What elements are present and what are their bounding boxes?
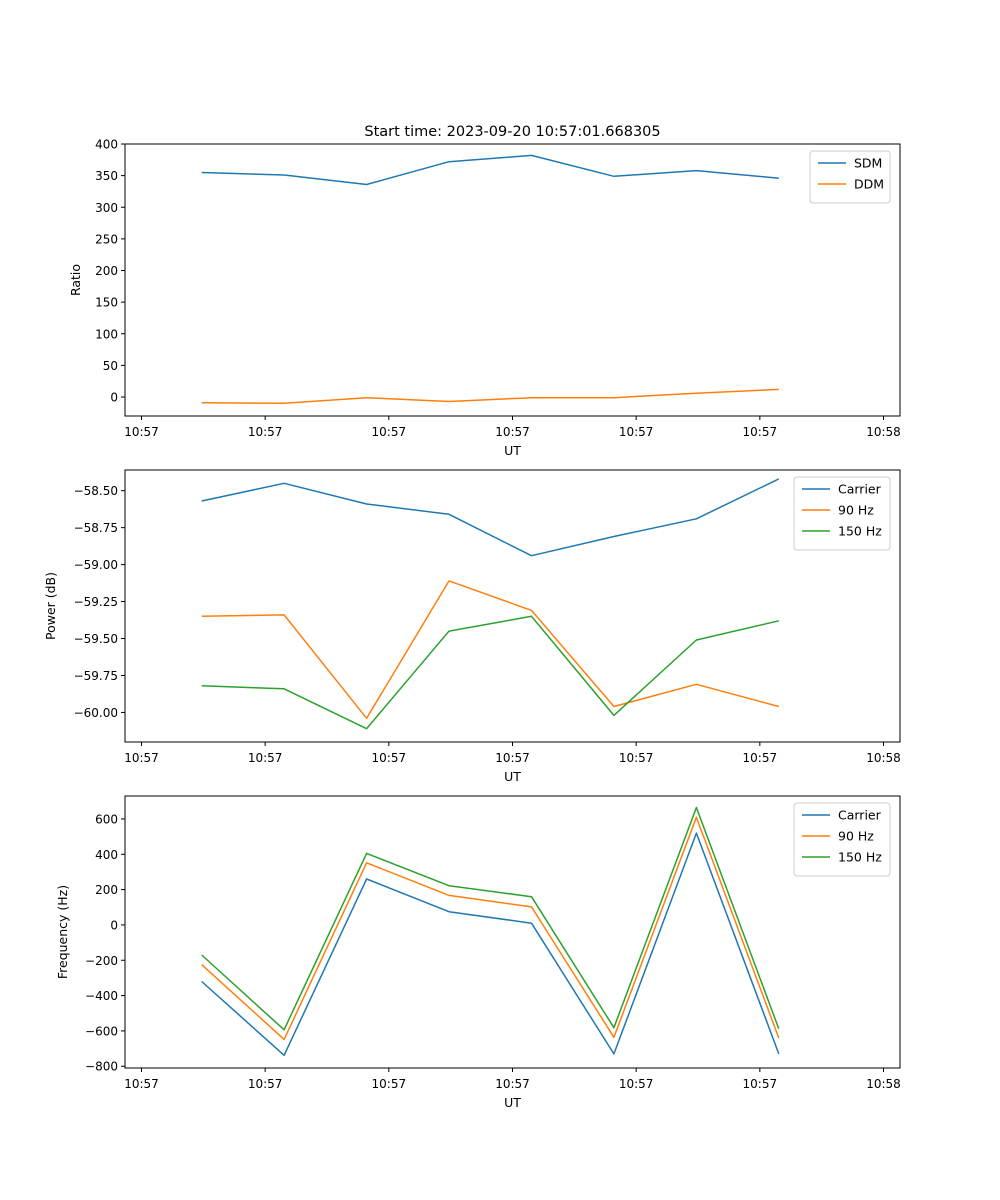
plot-frame (124, 143, 901, 417)
y-tick-label: −58.50 (74, 484, 118, 498)
x-tick-label: 10:57 (619, 751, 654, 765)
y-tick-label: −59.75 (74, 669, 118, 683)
y-tick-label: 400 (95, 138, 118, 152)
x-tick-label: 10:57 (248, 425, 283, 439)
y-tick-label: 200 (95, 883, 118, 897)
y-tick-label: −59.25 (74, 595, 118, 609)
x-tick-label: 10:57 (619, 1077, 654, 1091)
legend-label: DDM (854, 177, 884, 192)
series-line-90-hz (201, 580, 779, 720)
y-tick-label: 50 (103, 359, 118, 373)
series-line-sdm (201, 154, 779, 186)
legend-label: Carrier (838, 482, 882, 497)
x-tick-label: 10:57 (495, 751, 530, 765)
plot-frame (124, 795, 901, 1069)
x-tick-label: 10:57 (372, 1077, 407, 1091)
x-axis-label: UT (504, 1095, 521, 1110)
y-tick-label: −60.00 (74, 706, 118, 720)
x-tick-label: 10:57 (372, 751, 407, 765)
x-tick-label: 10:58 (866, 425, 901, 439)
series-line-150-hz (201, 615, 779, 730)
x-tick-label: 10:57 (743, 425, 778, 439)
legend-label: Carrier (838, 808, 882, 823)
x-axis-label: UT (504, 769, 521, 784)
x-tick-label: 10:58 (866, 751, 901, 765)
y-tick-label: 400 (95, 848, 118, 862)
plot-frame (124, 469, 901, 743)
chart-2: 10:57 10:57 10:57 10:57 10:57 10:57 10:58 −60.0… (43, 469, 901, 784)
x-tick-label: 10:57 (248, 1077, 283, 1091)
legend-label: 150 Hz (838, 850, 882, 865)
y-axis-label: Power (dB) (43, 572, 58, 640)
chart-3: 10:57 10:57 10:57 10:57 10:57 10:57 10:58 −800 −… (55, 795, 901, 1110)
y-tick-label: 0 (110, 918, 118, 932)
x-tick-label: 10:57 (743, 1077, 778, 1091)
legend: SDM DDM (809, 150, 891, 204)
x-tick-label: 10:57 (124, 1077, 159, 1091)
legend: Carrier 90 Hz 150 Hz (793, 476, 891, 551)
y-tick-label: 200 (95, 264, 118, 278)
chart-1: 10:57 10:57 10:57 10:57 10:57 10:57 10:58 0 50 10… (68, 138, 901, 459)
x-tick-label: 10:57 (248, 751, 283, 765)
legend: Carrier 90 Hz 150 Hz (793, 802, 891, 877)
x-tick-label: 10:57 (124, 751, 159, 765)
series-line-ddm (201, 388, 779, 405)
x-tick-label: 10:57 (372, 425, 407, 439)
y-axis-label: Ratio (68, 264, 83, 296)
x-tick-label: 10:57 (743, 751, 778, 765)
legend-label: 90 Hz (838, 503, 874, 518)
x-tick-label: 10:58 (866, 1077, 901, 1091)
series-line-carrier (201, 832, 780, 1057)
series-line-90-hz (201, 816, 780, 1041)
y-tick-label: 0 (110, 391, 118, 405)
x-tick-label: 10:57 (495, 1077, 530, 1091)
y-tick-label: −59.00 (74, 558, 118, 572)
y-tick-label: −800 (85, 1060, 118, 1074)
y-tick-label: −200 (85, 954, 118, 968)
x-tick-label: 10:57 (495, 425, 530, 439)
y-tick-label: −59.50 (74, 632, 118, 646)
y-tick-label: −400 (85, 989, 118, 1003)
legend-box (809, 150, 891, 204)
x-axis-label: UT (504, 443, 521, 458)
y-tick-label: 250 (95, 232, 118, 246)
figure-title: Start time: 2023-09-20 10:57:01.668305 (364, 124, 660, 140)
y-tick-label: −600 (85, 1024, 118, 1038)
legend-label: 90 Hz (838, 829, 874, 844)
y-tick-label: 100 (95, 327, 118, 341)
x-tick-label: 10:57 (124, 425, 159, 439)
series-line-carrier (201, 478, 780, 557)
y-tick-label: 300 (95, 201, 118, 215)
x-tick-label: 10:57 (619, 425, 654, 439)
y-tick-label: 350 (95, 169, 118, 183)
legend-label: 150 Hz (838, 524, 882, 539)
y-tick-label: 150 (95, 296, 118, 310)
y-axis-label: Frequency (Hz) (55, 885, 70, 979)
y-tick-label: 600 (95, 812, 118, 826)
legend-label: SDM (854, 156, 882, 171)
series-line-150-hz (201, 806, 780, 1031)
y-tick-label: −58.75 (74, 521, 118, 535)
